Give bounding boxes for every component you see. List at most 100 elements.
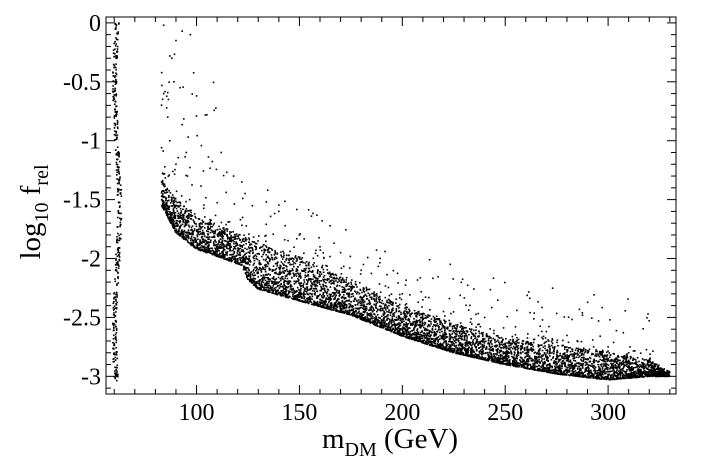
data-point xyxy=(255,281,258,283)
data-point xyxy=(169,202,172,204)
data-point xyxy=(166,216,169,218)
data-point xyxy=(355,291,357,293)
data-point xyxy=(620,377,622,380)
data-point xyxy=(609,367,611,370)
data-point xyxy=(613,358,616,361)
data-point xyxy=(444,346,447,348)
data-point xyxy=(364,294,367,296)
data-point xyxy=(531,366,534,368)
data-point xyxy=(498,360,500,363)
data-point xyxy=(172,225,174,227)
data-point xyxy=(201,225,204,228)
data-point xyxy=(238,237,240,240)
data-point xyxy=(636,364,639,366)
data-point xyxy=(209,252,212,254)
data-point xyxy=(559,366,561,368)
data-point xyxy=(596,372,599,374)
data-point xyxy=(639,365,642,368)
data-point xyxy=(175,204,178,207)
data-point xyxy=(353,311,355,313)
data-point xyxy=(479,343,482,345)
data-point xyxy=(661,367,663,370)
data-point xyxy=(258,253,260,255)
data-point xyxy=(252,274,254,277)
data-point xyxy=(566,370,568,373)
data-point xyxy=(580,348,582,351)
data-point xyxy=(562,353,564,355)
data-point xyxy=(513,363,515,366)
data-point xyxy=(565,359,568,362)
data-point xyxy=(403,316,406,318)
data-point xyxy=(550,358,553,361)
data-point xyxy=(403,320,405,323)
data-point xyxy=(325,278,327,281)
data-point xyxy=(645,358,647,361)
data-point xyxy=(668,371,671,374)
data-point xyxy=(328,278,330,280)
data-point xyxy=(586,367,589,369)
data-point xyxy=(425,340,427,343)
data-point xyxy=(241,261,244,263)
data-point xyxy=(359,307,362,309)
data-point xyxy=(647,372,650,375)
data-point xyxy=(546,350,549,352)
data-point xyxy=(558,368,560,371)
data-point xyxy=(448,333,451,335)
data-point xyxy=(234,255,237,258)
data-point xyxy=(260,284,263,286)
data-point xyxy=(471,346,473,349)
data-point xyxy=(236,237,238,240)
data-point xyxy=(168,208,170,211)
data-point xyxy=(199,243,201,246)
data-point xyxy=(197,247,200,249)
data-point xyxy=(449,323,452,326)
data-point xyxy=(325,298,327,301)
data-point xyxy=(531,358,534,361)
data-point xyxy=(235,241,237,243)
data-point xyxy=(282,292,285,295)
data-point xyxy=(656,365,659,368)
data-point xyxy=(559,354,562,357)
data-point xyxy=(446,344,449,347)
data-point xyxy=(492,337,495,340)
data-point xyxy=(223,256,225,259)
data-point xyxy=(547,360,549,363)
data-point xyxy=(567,363,570,366)
data-point xyxy=(588,367,590,370)
data-point xyxy=(453,348,455,351)
data-point xyxy=(651,364,653,367)
data-point xyxy=(519,345,522,347)
data-point xyxy=(345,283,348,286)
data-point xyxy=(201,244,203,247)
data-point xyxy=(602,376,605,379)
data-point xyxy=(346,292,349,295)
data-point xyxy=(557,367,559,369)
data-point xyxy=(376,295,378,297)
data-point xyxy=(335,274,338,277)
data-point xyxy=(573,373,575,376)
data-point xyxy=(165,189,167,192)
data-point xyxy=(573,359,575,362)
data-point xyxy=(531,350,534,352)
data-point xyxy=(381,299,384,302)
data-point xyxy=(458,352,460,355)
data-point xyxy=(504,352,507,354)
data-point xyxy=(578,366,581,368)
data-point xyxy=(353,312,356,314)
data-point xyxy=(322,271,325,274)
data-point xyxy=(371,310,374,313)
data-point xyxy=(253,255,256,257)
data-point xyxy=(196,242,199,245)
data-point xyxy=(359,316,362,319)
data-point xyxy=(272,291,275,293)
data-point xyxy=(571,374,574,376)
data-point xyxy=(415,319,418,322)
data-point xyxy=(487,353,490,356)
data-point xyxy=(273,282,276,285)
data-point xyxy=(545,359,548,362)
data-point xyxy=(614,361,616,364)
data-point xyxy=(373,297,375,300)
data-point xyxy=(572,353,574,356)
data-point xyxy=(233,242,235,245)
data-point xyxy=(409,330,412,333)
